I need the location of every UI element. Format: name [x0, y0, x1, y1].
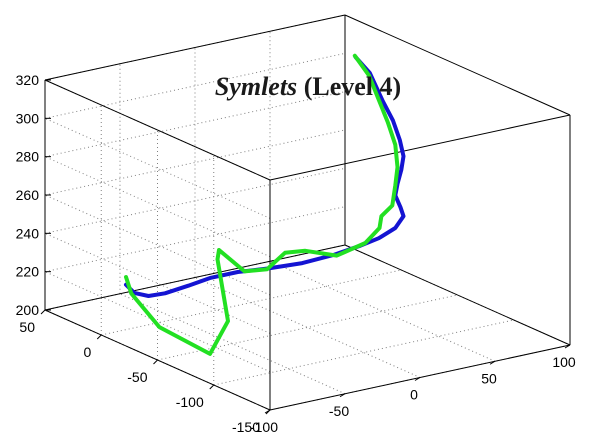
y-tick-label: -150 — [232, 419, 260, 435]
z-tick-label: 220 — [16, 264, 40, 280]
y-tick-label: 0 — [83, 344, 91, 360]
y-tick-label: -100 — [176, 394, 204, 410]
y-tick-mark — [153, 359, 158, 365]
tick-labels: -100-50050100-150-100-500502002202402602… — [16, 72, 576, 435]
series-layer — [124, 53, 406, 356]
z-tick-label: 260 — [16, 187, 40, 203]
axes-box-edge — [44, 79, 271, 181]
y-tick-label: 50 — [19, 319, 35, 335]
z-tick-label: 280 — [16, 149, 40, 165]
y-tick-mark — [209, 384, 215, 390]
grid-line-floor-x — [269, 260, 496, 362]
x-tick-mark — [489, 360, 496, 365]
series-line-green — [124, 53, 400, 356]
x-tick-label: 100 — [552, 354, 576, 370]
y-tick-mark — [96, 334, 102, 340]
y-tick-label: -50 — [127, 369, 147, 385]
series-line-blue — [124, 55, 406, 298]
z-tick-label: 300 — [16, 110, 40, 126]
axes-box-edge — [269, 114, 571, 181]
grid-line-floor-x — [194, 277, 421, 378]
x-tick-label: -100 — [250, 419, 278, 435]
chart-title: Symlets (Level 4) — [215, 72, 401, 101]
axes-box-edge — [344, 244, 571, 346]
z-tick-label: 200 — [16, 302, 40, 318]
x-tick-mark — [564, 344, 571, 349]
axes-box-edge — [44, 14, 346, 81]
z-tick-label: 240 — [16, 225, 40, 241]
axes-box-edge — [344, 14, 571, 116]
y-tick-mark — [40, 309, 46, 315]
axes-box — [40, 14, 571, 415]
y-tick-mark — [265, 409, 271, 415]
x-tick-mark — [339, 393, 346, 398]
x-tick-mark — [414, 377, 421, 381]
z-tick-label: 320 — [16, 72, 40, 88]
chart-title-rest: (Level 4) — [297, 72, 401, 101]
x-tick-label: -50 — [329, 403, 349, 419]
axes-box-edge — [44, 244, 346, 311]
x-tick-label: 0 — [410, 387, 418, 403]
grid-line-side-z — [44, 271, 271, 373]
chart-title-italic: Symlets — [215, 72, 297, 101]
grid-line-floor-y — [213, 319, 514, 386]
x-tick-label: 50 — [481, 370, 497, 386]
